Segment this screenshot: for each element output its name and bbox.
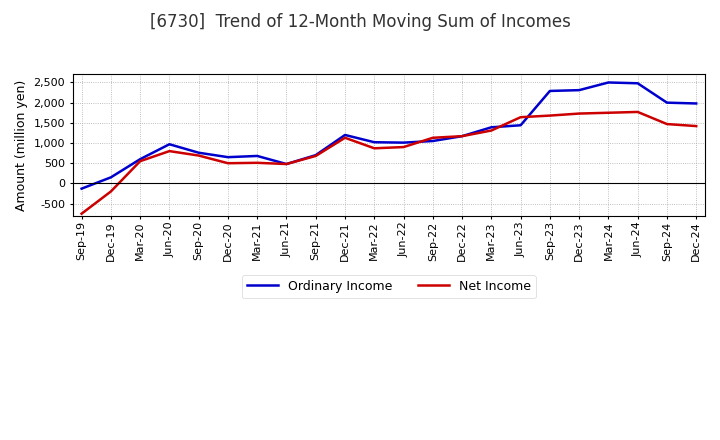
- Net Income: [662, 121, 671, 127]
- Line: Net Income: Net Income: [81, 112, 696, 214]
- Net Income: [516, 114, 525, 120]
- Ordinary Income: [107, 175, 115, 180]
- Ordinary Income: [165, 142, 174, 147]
- Ordinary Income: [312, 153, 320, 158]
- Net Income: [282, 161, 291, 167]
- Net Income: [487, 128, 495, 133]
- Ordinary Income: [575, 88, 583, 93]
- Net Income: [546, 113, 554, 118]
- Net Income: [77, 211, 86, 216]
- Ordinary Income: [516, 123, 525, 128]
- Ordinary Income: [662, 100, 671, 105]
- Net Income: [107, 189, 115, 194]
- Net Income: [312, 153, 320, 158]
- Ordinary Income: [487, 125, 495, 130]
- Ordinary Income: [341, 132, 349, 138]
- Ordinary Income: [399, 140, 408, 145]
- Ordinary Income: [604, 80, 613, 85]
- Ordinary Income: [194, 150, 203, 155]
- Net Income: [136, 158, 145, 164]
- Net Income: [253, 160, 261, 165]
- Legend: Ordinary Income, Net Income: Ordinary Income, Net Income: [242, 275, 536, 298]
- Net Income: [575, 111, 583, 116]
- Net Income: [341, 135, 349, 140]
- Ordinary Income: [253, 153, 261, 158]
- Ordinary Income: [458, 133, 467, 139]
- Ordinary Income: [634, 81, 642, 86]
- Net Income: [428, 135, 437, 140]
- Ordinary Income: [136, 157, 145, 162]
- Net Income: [194, 153, 203, 158]
- Ordinary Income: [546, 88, 554, 94]
- Line: Ordinary Income: Ordinary Income: [81, 82, 696, 189]
- Ordinary Income: [370, 139, 379, 145]
- Text: [6730]  Trend of 12-Month Moving Sum of Incomes: [6730] Trend of 12-Month Moving Sum of I…: [150, 13, 570, 31]
- Net Income: [370, 146, 379, 151]
- Net Income: [165, 148, 174, 154]
- Net Income: [224, 161, 233, 166]
- Ordinary Income: [224, 154, 233, 160]
- Ordinary Income: [282, 161, 291, 167]
- Net Income: [604, 110, 613, 115]
- Ordinary Income: [692, 101, 701, 106]
- Ordinary Income: [428, 138, 437, 143]
- Ordinary Income: [77, 186, 86, 191]
- Net Income: [634, 109, 642, 114]
- Net Income: [692, 124, 701, 129]
- Net Income: [399, 144, 408, 150]
- Net Income: [458, 133, 467, 139]
- Y-axis label: Amount (million yen): Amount (million yen): [15, 80, 28, 211]
